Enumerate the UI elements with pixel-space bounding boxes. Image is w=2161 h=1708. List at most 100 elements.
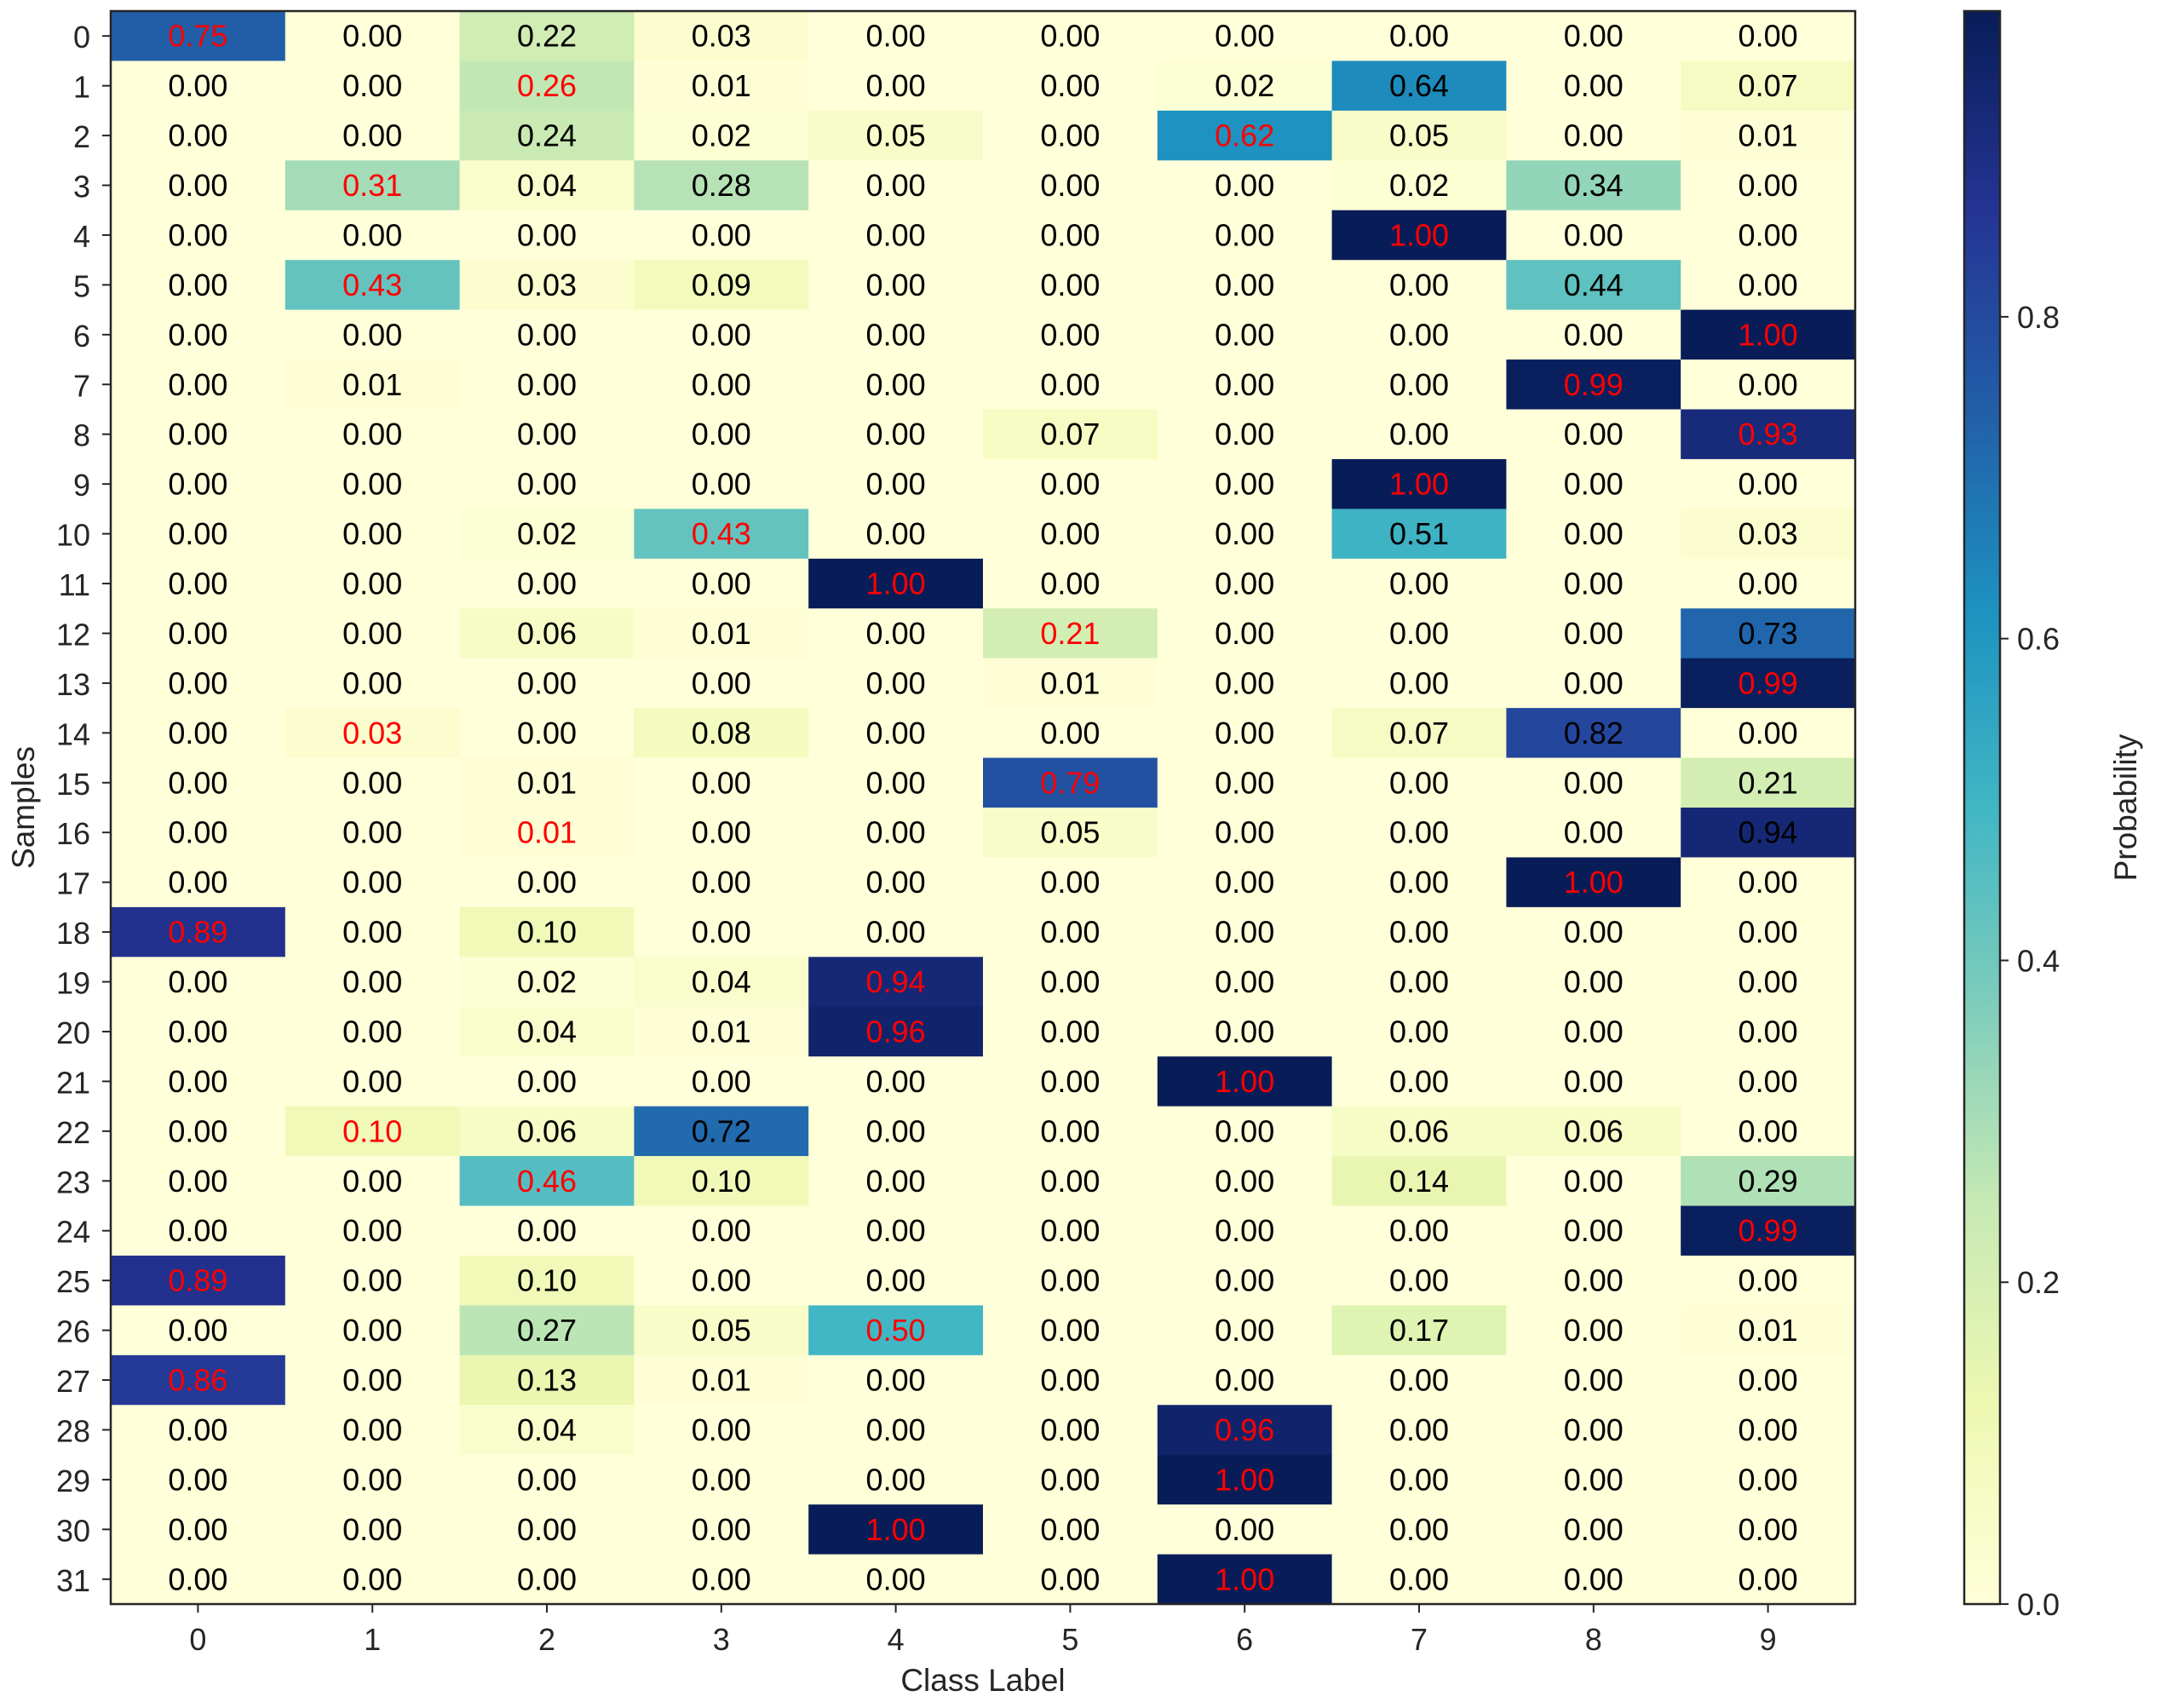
heatmap-cell-r20-c0 bbox=[111, 1006, 286, 1057]
heatmap-cell-r4-c2 bbox=[459, 210, 635, 261]
heatmap-cell-r20-c5 bbox=[983, 1006, 1158, 1057]
heatmap-cell-r21-c0 bbox=[111, 1056, 286, 1107]
heatmap-cell-r20-c3 bbox=[634, 1006, 809, 1057]
heatmap-cell-r9-c2 bbox=[459, 458, 635, 509]
cell-value-label-r28-c7: 0.00 bbox=[1389, 1412, 1449, 1447]
heatmap-cell-r31-c1 bbox=[284, 1554, 461, 1605]
heatmap-cell-r17-c5 bbox=[983, 857, 1158, 908]
heatmap-cell-r9-c5 bbox=[983, 458, 1158, 509]
cell-value-label-true-class-r5-c1: 0.43 bbox=[342, 267, 402, 302]
y-axis-ticks: 0123456789101112131415161718192021222324… bbox=[56, 20, 111, 1598]
cell-value-label-r6-c0: 0.00 bbox=[168, 317, 227, 352]
cell-value-label-r28-c3: 0.00 bbox=[692, 1412, 751, 1447]
cell-value-label-r7-c6: 0.00 bbox=[1215, 367, 1274, 402]
heatmap-cell-r17-c9 bbox=[1681, 857, 1856, 908]
cell-value-label-r4-c8: 0.00 bbox=[1564, 217, 1624, 252]
cell-value-label-r21-c4: 0.00 bbox=[866, 1064, 926, 1099]
heatmap-cell-r12-c7 bbox=[1331, 608, 1507, 659]
heatmap-cell-r0-c6 bbox=[1157, 11, 1333, 62]
cell-value-label-r30-c0: 0.00 bbox=[168, 1512, 227, 1547]
heatmap-cell-r27-c0 bbox=[111, 1354, 286, 1406]
heatmap-cell-r1-c0 bbox=[111, 60, 286, 112]
cell-value-label-r2-c2: 0.24 bbox=[517, 118, 577, 153]
cell-value-label-r8-c6: 0.00 bbox=[1215, 417, 1274, 451]
heatmap-cell-r29-c5 bbox=[983, 1454, 1158, 1505]
y-tick-label-18: 18 bbox=[56, 916, 90, 951]
heatmap-cell-r25-c7 bbox=[1331, 1255, 1507, 1306]
cell-value-label-r17-c3: 0.00 bbox=[692, 865, 751, 900]
heatmap-cell-r1-c9 bbox=[1681, 60, 1856, 112]
heatmap-cell-r20-c2 bbox=[459, 1006, 635, 1057]
heatmap-cell-r18-c6 bbox=[1157, 906, 1333, 958]
heatmap-cell-r17-c0 bbox=[111, 857, 286, 908]
cell-value-label-r18-c1: 0.00 bbox=[342, 915, 402, 950]
cell-value-label-true-class-r20-c4: 0.96 bbox=[866, 1014, 926, 1049]
y-tick-label-26: 26 bbox=[56, 1314, 90, 1349]
cell-value-label-r13-c5: 0.01 bbox=[1040, 665, 1100, 700]
cell-value-label-r26-c2: 0.27 bbox=[517, 1313, 577, 1348]
heatmap-cell-r12-c4 bbox=[808, 608, 984, 659]
heatmap-cell-r29-c0 bbox=[111, 1454, 286, 1505]
cell-value-label-r19-c1: 0.00 bbox=[342, 964, 402, 999]
heatmap-cell-r21-c5 bbox=[983, 1056, 1158, 1107]
heatmap-cell-r28-c6 bbox=[1157, 1405, 1333, 1456]
cell-value-label-r2-c3: 0.02 bbox=[692, 118, 751, 153]
plot-frame bbox=[109, 9, 1857, 1606]
cell-value-label-r1-c5: 0.00 bbox=[1040, 68, 1100, 103]
heatmap-cell-r9-c1 bbox=[284, 458, 461, 509]
cell-value-label-r11-c0: 0.00 bbox=[168, 566, 227, 601]
heatmap-cell-r20-c7 bbox=[1331, 1006, 1507, 1057]
heatmap-cell-r2-c2 bbox=[459, 110, 635, 161]
heatmap-cell-r25-c2 bbox=[459, 1255, 635, 1306]
heatmap-cell-r9-c4 bbox=[808, 458, 984, 509]
y-tick-label-4: 4 bbox=[73, 219, 90, 254]
heatmap-cell-r7-c9 bbox=[1681, 359, 1856, 411]
cell-value-label-r4-c4: 0.00 bbox=[866, 217, 926, 252]
cell-value-label-r30-c6: 0.00 bbox=[1215, 1512, 1274, 1547]
cell-value-label-r16-c9: 0.94 bbox=[1739, 815, 1798, 850]
heatmap-cell-r8-c9 bbox=[1681, 409, 1856, 460]
heatmap-cell-r9-c0 bbox=[111, 458, 286, 509]
y-tick-label-6: 6 bbox=[73, 319, 90, 354]
cell-value-label-r31-c7: 0.00 bbox=[1389, 1561, 1449, 1596]
heatmap-cell-r3-c5 bbox=[983, 160, 1158, 211]
cell-value-label-r22-c5: 0.00 bbox=[1040, 1113, 1100, 1148]
heatmap-cell-r19-c8 bbox=[1506, 957, 1681, 1008]
heatmap-cell-r24-c8 bbox=[1506, 1205, 1681, 1257]
y-tick-label-2: 2 bbox=[73, 119, 90, 154]
cell-value-label-r3-c5: 0.00 bbox=[1040, 168, 1100, 203]
cell-value-label-r2-c8: 0.00 bbox=[1564, 118, 1624, 153]
heatmap-cell-r5-c0 bbox=[111, 260, 286, 311]
cell-value-label-r20-c8: 0.00 bbox=[1564, 1014, 1624, 1049]
heatmap-cell-r26-c9 bbox=[1681, 1305, 1856, 1356]
cell-value-label-r4-c0: 0.00 bbox=[168, 217, 227, 252]
cell-value-label-r25-c7: 0.00 bbox=[1389, 1263, 1449, 1298]
heatmap-cell-r7-c3 bbox=[634, 359, 809, 411]
heatmap-cell-r21-c4 bbox=[808, 1056, 984, 1107]
heatmap-cell-r3-c4 bbox=[808, 160, 984, 211]
cell-value-label-r29-c9: 0.00 bbox=[1739, 1462, 1798, 1497]
cell-value-label-r23-c5: 0.00 bbox=[1040, 1164, 1100, 1199]
cell-value-label-r0-c8: 0.00 bbox=[1564, 19, 1624, 54]
cell-value-label-true-class-r16-c2: 0.01 bbox=[517, 815, 577, 850]
cell-value-label-r24-c3: 0.00 bbox=[692, 1213, 751, 1248]
heatmap-cell-r8-c2 bbox=[459, 409, 635, 460]
cell-value-label-true-class-r4-c7: 1.00 bbox=[1389, 217, 1449, 252]
cell-value-label-r18-c7: 0.00 bbox=[1389, 915, 1449, 950]
cell-value-label-r28-c8: 0.00 bbox=[1564, 1412, 1624, 1447]
cell-value-label-true-class-r10-c3: 0.43 bbox=[692, 516, 751, 551]
y-tick-label-19: 19 bbox=[56, 966, 90, 1001]
cell-value-label-r18-c4: 0.00 bbox=[866, 915, 926, 950]
heatmap-cell-r20-c9 bbox=[1681, 1006, 1856, 1057]
y-tick-label-31: 31 bbox=[56, 1563, 90, 1598]
heatmap-cell-r8-c6 bbox=[1157, 409, 1333, 460]
heatmap-cell-r19-c9 bbox=[1681, 957, 1856, 1008]
y-tick-label-29: 29 bbox=[56, 1464, 90, 1498]
heatmap-cell-r15-c6 bbox=[1157, 757, 1333, 808]
heatmap-cell-r9-c9 bbox=[1681, 458, 1856, 509]
heatmap-cell-r22-c1 bbox=[284, 1106, 461, 1157]
cell-value-label-r22-c4: 0.00 bbox=[866, 1113, 926, 1148]
cell-value-label-r13-c8: 0.00 bbox=[1564, 665, 1624, 700]
heatmap-cell-r0-c2 bbox=[459, 11, 635, 62]
